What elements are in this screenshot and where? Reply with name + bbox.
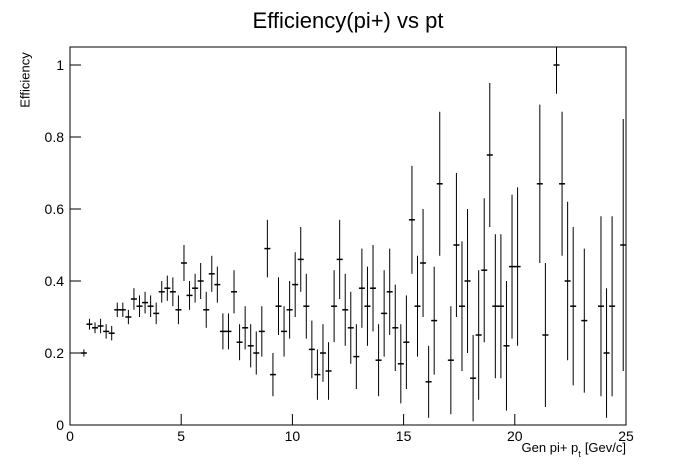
data-points bbox=[80, 47, 626, 422]
x-tick-label: 15 bbox=[396, 428, 412, 444]
y-tick-label: 0.8 bbox=[45, 129, 65, 145]
x-label-main: Gen pi+ p bbox=[522, 440, 579, 455]
x-tick-label: 20 bbox=[507, 428, 523, 444]
x-axis-label: Gen pi+ pt [Gev/c] bbox=[522, 440, 626, 459]
plot-frame bbox=[69, 46, 627, 426]
x-tick-label: 5 bbox=[177, 428, 185, 444]
x-tick-label: 0 bbox=[66, 428, 74, 444]
x-label-sub: t bbox=[578, 449, 581, 459]
y-tick-label: 0.4 bbox=[45, 273, 65, 289]
x-tick-label: 10 bbox=[285, 428, 301, 444]
y-tick-label: 0 bbox=[56, 417, 64, 433]
y-axis-label: Efficiency bbox=[17, 52, 32, 108]
y-tick-label: 0.2 bbox=[45, 345, 65, 361]
y-tick-label: 0.6 bbox=[45, 201, 65, 217]
chart-title: Efficiency(pi+) vs pt bbox=[253, 8, 444, 33]
y-tick-label: 1 bbox=[56, 57, 64, 73]
x-label-suffix: [Gev/c] bbox=[585, 440, 626, 455]
x-tick-label: 25 bbox=[618, 428, 634, 444]
